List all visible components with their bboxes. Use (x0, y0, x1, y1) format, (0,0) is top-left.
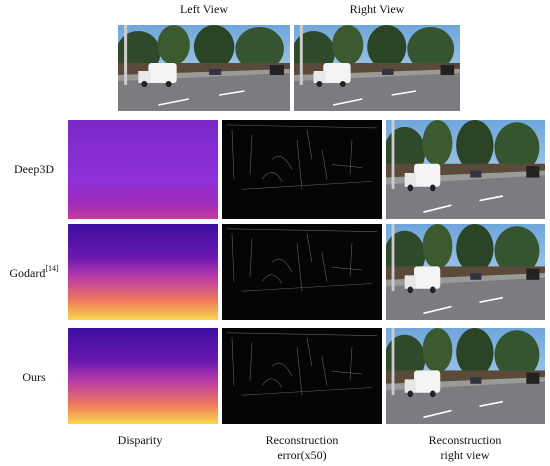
right-view-image (294, 25, 460, 111)
column-label: right view (441, 448, 490, 462)
disparity-map (68, 328, 218, 424)
row-label: Deep3D (14, 162, 54, 176)
reconstruction-image (386, 328, 545, 424)
column-label: Reconstruction (429, 433, 502, 447)
column-label: Reconstruction (266, 433, 339, 447)
error-map (222, 328, 382, 424)
row-label: Godard[14] (9, 264, 59, 279)
view-label: Right View (350, 2, 405, 16)
error-map (222, 224, 382, 320)
error-map (222, 120, 382, 219)
column-label: Disparity (118, 433, 163, 447)
column-label: error(x50) (277, 448, 326, 462)
disparity-map (68, 120, 218, 219)
reconstruction-image (386, 224, 545, 320)
row-label-text: Godard (9, 266, 45, 280)
left-view-image (118, 25, 290, 111)
row-label: Ours (22, 370, 46, 384)
citation: [14] (45, 264, 59, 273)
view-label: Left View (180, 2, 228, 16)
disparity-map (68, 224, 218, 320)
reconstruction-image (386, 120, 545, 219)
